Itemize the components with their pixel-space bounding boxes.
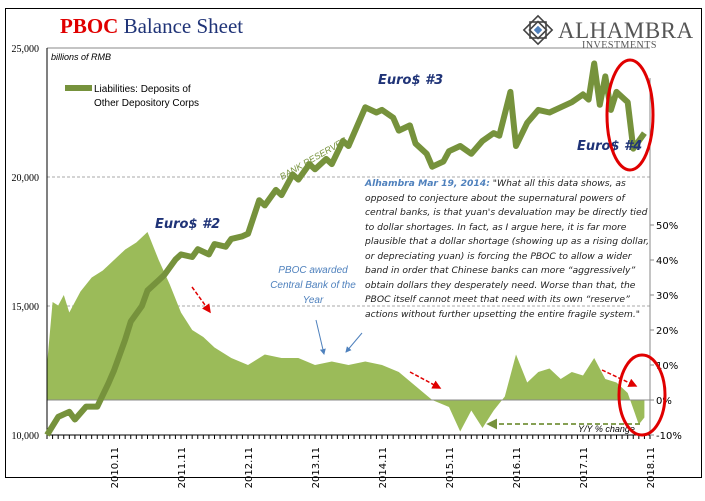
chart-frame <box>5 8 702 478</box>
x-tick-label: 2016.11 <box>512 447 523 488</box>
y-right-tick-label: 40% <box>656 256 678 267</box>
chart-title: PBOC Balance Sheet <box>60 14 244 38</box>
legend-label: Other Depository Corps <box>94 98 199 109</box>
pboc-award-label: PBOC awarded <box>278 265 348 276</box>
y-right-tick-label: -10% <box>656 431 682 442</box>
euro3-label: Euro$ #3 <box>378 73 443 88</box>
x-tick-label: 2018.11 <box>646 447 657 488</box>
logo-sub: INVESTMENTS <box>582 40 657 51</box>
yoy-area <box>47 232 645 432</box>
x-tick-label: 2015.11 <box>445 447 456 488</box>
y-right-tick-label: 20% <box>656 326 678 337</box>
yoy-label: Y/Y % change <box>578 424 635 434</box>
deposits-line <box>44 60 647 437</box>
x-tick-label: 2017.11 <box>579 447 590 488</box>
y-left-tick-label: 10,000 <box>12 431 40 442</box>
quote-annotation: Alhambra Mar 19, 2014: "What all this da… <box>365 178 649 320</box>
blue-arrow <box>315 319 326 355</box>
red-arrow <box>601 369 638 387</box>
x-tick-label: 2012.11 <box>244 447 255 488</box>
pboc-award-label: Year <box>303 295 324 306</box>
x-tick-label: 2010.11 <box>110 447 121 488</box>
y-right-tick-label: 30% <box>656 291 678 302</box>
red-highlight-ellipse <box>605 58 655 172</box>
legend-label: Liabilities: Deposits of <box>94 84 191 95</box>
pboc-award-label: Central Bank of the <box>270 280 356 291</box>
y-left-tick-label: 15,000 <box>12 302 40 313</box>
y-right-tick-label: 50% <box>656 221 678 232</box>
red-highlight-ellipse <box>617 353 667 437</box>
y-right-tick-label: 10% <box>656 361 678 372</box>
logo-name: ALHAMBRA <box>558 18 694 43</box>
bank-reserves-label: BANK RESERVES <box>278 135 349 182</box>
x-tick-label: 2013.11 <box>311 447 322 488</box>
red-arrow <box>191 286 211 314</box>
y-left-label: billions of RMB <box>51 52 111 62</box>
euro2-label: Euro$ #2 <box>155 217 220 232</box>
y-left-tick-label: 20,000 <box>12 173 40 184</box>
blue-arrow <box>345 332 363 353</box>
y-left-tick-label: 25,000 <box>12 44 40 55</box>
alhambra-logo-icon <box>522 14 554 46</box>
x-tick-label: 2014.11 <box>378 447 389 488</box>
x-tick-label: 2011.11 <box>177 447 188 488</box>
